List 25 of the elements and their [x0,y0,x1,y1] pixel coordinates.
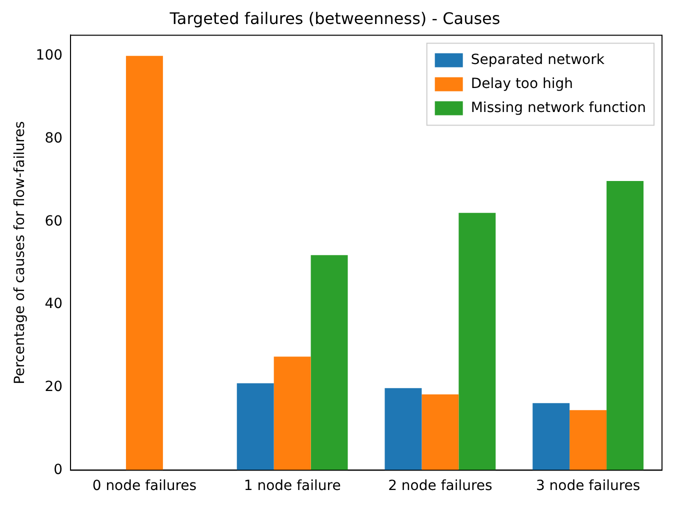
bar [532,403,570,470]
bar [274,356,311,470]
bar [458,212,496,470]
y-tick-label: 100 [36,48,63,64]
y-axis-title: Percentage of causes for flow-failures [12,121,28,384]
y-tick-label: 40 [44,296,63,312]
legend-label: Separated network [470,52,606,68]
y-tick-label: 20 [44,378,63,395]
bar [606,181,644,470]
legend-label: Delay too high [470,76,574,92]
bar [384,388,422,470]
bar [570,410,607,470]
bar [236,383,274,470]
y-tick-label: 60 [44,213,63,230]
x-tick-label: 0 node failures [92,478,197,494]
bar [310,255,348,470]
x-tick-label: 2 node failures [388,478,492,494]
legend-label: Missing network function [470,100,646,116]
y-tick-label: 80 [44,130,63,146]
chart-title: Targeted failures (betweenness) - Causes [168,8,500,28]
bar [422,394,459,470]
x-tick-label: 3 node failures [536,478,640,494]
x-tick-label: 1 node failure [244,478,341,494]
bar [126,56,163,470]
y-tick-label: 0 [54,462,63,478]
